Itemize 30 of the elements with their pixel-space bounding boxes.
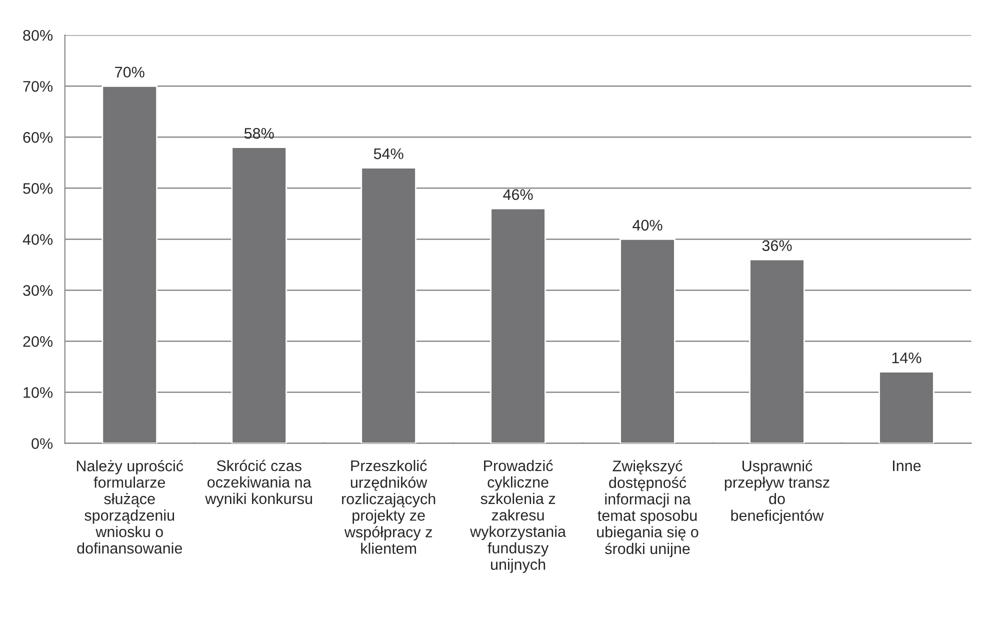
y-tick-label: 20% — [23, 336, 53, 347]
bar — [231, 146, 287, 444]
data-label: 14% — [892, 352, 922, 364]
x-tick-label: Zwiększyć dostępność informacji na temat sposobu ubiegania się o środki unijne — [597, 460, 698, 558]
x-tick-label: Usprawnić przepływ transz do beneficjentów — [724, 460, 830, 524]
y-tick-label: 30% — [23, 285, 53, 296]
y-tick-label: 50% — [23, 183, 53, 194]
y-tick-label: 10% — [24, 387, 53, 398]
data-label: 58% — [244, 128, 274, 139]
bar — [102, 85, 158, 444]
bar — [878, 371, 934, 444]
y-tick-label: 60% — [23, 132, 53, 143]
data-label: 54% — [374, 148, 404, 160]
data-label: 70% — [115, 66, 144, 78]
y-tick-label: 40% — [22, 234, 53, 245]
x-tick-label: Prowadzić cykliczne szkolenia z zakresu wykorzystania funduszy unijnych — [470, 460, 566, 573]
x-tick-label: Przeszkolić urzędników rozliczających projekty ze współpracy z klientem — [342, 460, 436, 554]
x-tick-label: Należy uprościć formularze służące sporządzeniu wniosku o dofinansowanie — [76, 460, 184, 554]
bar — [490, 208, 546, 444]
bar — [360, 167, 416, 444]
data-label: 36% — [762, 240, 792, 252]
bar — [749, 258, 805, 444]
data-label: 46% — [503, 189, 533, 200]
y-tick-label: 70% — [23, 81, 53, 92]
y-tick-label: 0% — [32, 438, 53, 449]
x-tick-label: Skrócić czas oczekiwania na wyniki konkursu — [205, 460, 312, 508]
bar — [620, 238, 676, 444]
y-tick-label: 80% — [23, 30, 53, 41]
x-tick-label: Inne — [893, 460, 921, 472]
data-label: 40% — [632, 220, 662, 231]
